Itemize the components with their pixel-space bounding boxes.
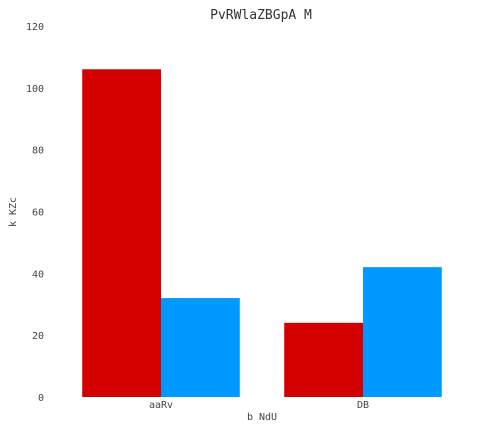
- bar-DB-series-1: [284, 322, 363, 397]
- chart-title: PvRWlaZBGpA M: [210, 8, 312, 23]
- y-tick-label: 0: [38, 393, 44, 404]
- y-axis-ticks: 0 20 40 60 80 100 120: [26, 22, 44, 404]
- y-axis-label: k KZc: [8, 197, 19, 227]
- y-tick-label: 40: [32, 269, 44, 280]
- bar-aaRv-series-1: [82, 69, 161, 398]
- y-tick-label: 80: [32, 146, 44, 157]
- bars-group: [82, 69, 442, 398]
- y-tick-label: 100: [26, 84, 44, 95]
- bar-DB-series-2: [363, 267, 442, 397]
- y-tick-label: 120: [26, 22, 44, 33]
- y-tick-label: 60: [32, 208, 44, 219]
- x-axis-ticks: aaRv DB: [149, 400, 369, 411]
- y-tick-label: 20: [32, 331, 44, 342]
- x-axis-label: b NdU: [247, 412, 277, 423]
- bar-aaRv-series-2: [161, 298, 240, 397]
- x-tick-label: aaRv: [149, 400, 173, 411]
- x-tick-label: DB: [357, 400, 369, 411]
